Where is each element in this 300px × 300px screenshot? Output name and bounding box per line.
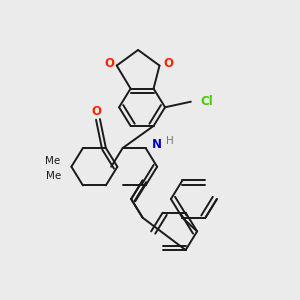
Text: O: O bbox=[163, 57, 173, 70]
Text: O: O bbox=[105, 57, 115, 70]
Text: Cl: Cl bbox=[201, 95, 214, 108]
Text: Me: Me bbox=[45, 156, 60, 166]
Text: H: H bbox=[166, 136, 173, 146]
Text: O: O bbox=[91, 105, 101, 118]
Text: N: N bbox=[152, 138, 162, 151]
Text: Me: Me bbox=[46, 171, 61, 181]
